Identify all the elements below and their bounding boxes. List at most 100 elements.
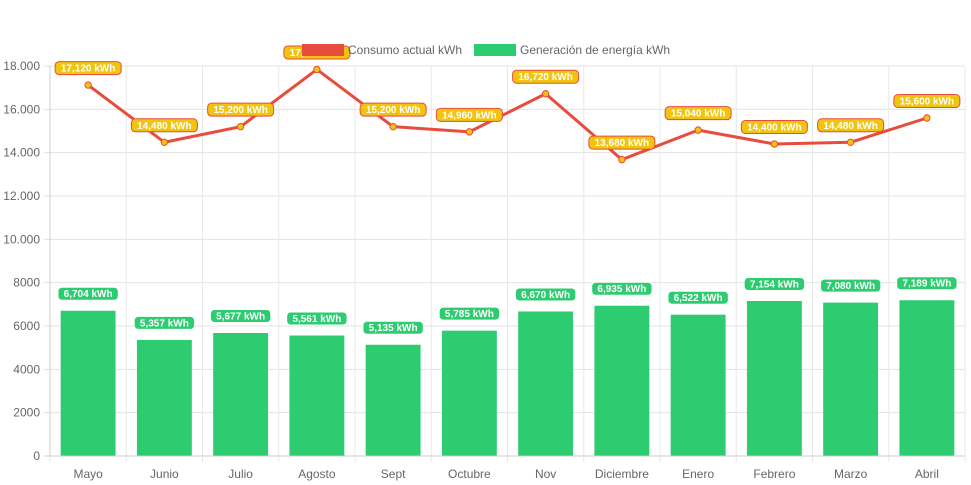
y-tick-label: 2000 (13, 406, 40, 420)
x-tick-label: Febrero (753, 467, 795, 481)
bar-data-label: 5,357 kWh (140, 318, 189, 329)
legend: Consumo actual kWh Generación de energía… (302, 43, 670, 57)
x-tick-label: Junio (150, 467, 179, 481)
line-data-label-bg (435, 107, 503, 122)
line-data-label: 14,480 kWh (137, 121, 191, 132)
bar-generacion[interactable] (441, 330, 497, 456)
bar-generacion[interactable] (136, 339, 192, 456)
x-tick-label: Diciembre (595, 467, 649, 481)
legend-label-generacion: Generación de energía kWh (520, 43, 670, 57)
x-tick-label: Sept (381, 467, 406, 481)
legend-swatch-consumo (302, 44, 344, 56)
line-point-consumo[interactable] (694, 126, 702, 134)
line-point-consumo[interactable] (770, 140, 779, 148)
line-data-label-bg (588, 135, 656, 150)
bar-generacion[interactable] (746, 300, 802, 456)
line-data-label: 14,400 kWh (747, 123, 801, 134)
x-tick-label: Octubre (448, 467, 491, 481)
line-consumo (87, 67, 928, 162)
line-data-label-bg (207, 102, 275, 117)
line-data-label: 15,600 kWh (900, 97, 954, 108)
y-tick-label: 12.000 (3, 189, 40, 203)
line-data-label-bg (130, 118, 198, 133)
bar-data-label: 7,080 kWh (826, 281, 875, 292)
line-point-consumo[interactable] (465, 128, 474, 136)
bar-data-label: 6,935 kWh (597, 284, 646, 295)
bar-data-label-bg (896, 276, 958, 291)
line-data-label: 14,960 kWh (442, 110, 496, 121)
y-tick-label: 4000 (13, 362, 40, 376)
bar-data-label-bg (514, 287, 577, 302)
line-data-label-bg (817, 118, 885, 133)
line-point-consumo[interactable] (541, 90, 550, 98)
line-data-label: 15,200 kWh (366, 105, 420, 116)
y-tick-label: 8000 (13, 276, 40, 290)
bar-data-label: 6,522 kWh (674, 293, 723, 304)
line-point-consumo[interactable] (84, 81, 92, 89)
bar-generacion[interactable] (823, 302, 879, 456)
bar-data-label: 7,154 kWh (750, 279, 799, 290)
x-tick-label: Nov (535, 467, 556, 481)
line-point-consumo[interactable] (923, 114, 931, 122)
y-tick-label: 14.000 (3, 146, 40, 160)
x-tick-label: Abril (915, 467, 939, 481)
bar-generacion[interactable] (365, 344, 421, 456)
line-point-consumo[interactable] (160, 138, 169, 146)
bar-data-label-bg (667, 290, 729, 305)
line-data-label-bg (664, 106, 732, 121)
line-data-label-bg (512, 69, 580, 84)
bar-generacion[interactable] (289, 335, 345, 456)
line-layer (84, 65, 931, 164)
axes-layer: 0 2000 4000 6000 8000 10.000 12.000 14.000 16.00… (3, 59, 965, 481)
legend-item-generacion[interactable]: Generación de energía kWh (474, 43, 670, 57)
bar-data-label-bg (591, 281, 653, 296)
bar-data-label-bg (57, 286, 119, 301)
bar-data-label: 5,785 kWh (445, 309, 494, 320)
x-tick-label: Julio (228, 467, 253, 481)
bar-data-label-bg (743, 276, 806, 291)
line-data-label: 15,200 kWh (213, 105, 267, 116)
bar-data-label-bg (819, 278, 882, 293)
y-tick-label: 6000 (13, 319, 40, 333)
y-tick-label: 0 (33, 449, 40, 463)
legend-item-consumo[interactable]: Consumo actual kWh (302, 43, 462, 57)
y-tick-label: 10.000 (3, 232, 40, 246)
bar-generacion[interactable] (594, 305, 650, 456)
x-tick-label: Mayo (73, 467, 103, 481)
line-point-consumo[interactable] (618, 155, 626, 164)
bar-generacion[interactable] (670, 314, 726, 456)
y-tick-label: 16.000 (3, 102, 40, 116)
line-data-label: 15,040 kWh (671, 109, 725, 120)
bar-generacion[interactable] (60, 310, 116, 456)
line-data-label-bg (893, 94, 961, 108)
bar-data-label: 5,561 kWh (292, 314, 341, 325)
line-data-label-bg (740, 120, 808, 134)
bar-data-label-bg (286, 311, 348, 326)
bar-generacion[interactable] (899, 300, 955, 456)
line-data-label: 17,120 kWh (61, 64, 115, 75)
bar-generacion[interactable] (213, 332, 269, 456)
line-point-consumo[interactable] (313, 65, 321, 74)
bar-data-label: 7,189 kWh (902, 279, 951, 290)
bar-data-label-bg (133, 315, 196, 330)
bar-data-label-bg (209, 308, 272, 323)
bar-data-label: 6,670 kWh (521, 290, 570, 301)
x-tick-label: Marzo (834, 467, 868, 481)
bar-generacion[interactable] (518, 311, 574, 456)
line-point-consumo[interactable] (236, 122, 245, 131)
line-data-label: 13,680 kWh (595, 138, 649, 149)
grid-layer (44, 65, 966, 462)
line-data-label-bg (359, 102, 427, 117)
bar-data-label-bg (362, 320, 424, 335)
bar-data-label: 5,135 kWh (369, 323, 418, 334)
line-point-consumo[interactable] (846, 138, 855, 146)
bar-data-label-bg (438, 306, 501, 321)
bar-data-label: 6,704 kWh (64, 289, 113, 300)
bars-layer (60, 300, 955, 456)
bar-data-label: 5,677 kWh (216, 311, 265, 322)
legend-label-consumo: Consumo actual kWh (348, 43, 462, 57)
y-tick-label: 18.000 (3, 59, 40, 73)
line-point-consumo[interactable] (389, 122, 397, 131)
